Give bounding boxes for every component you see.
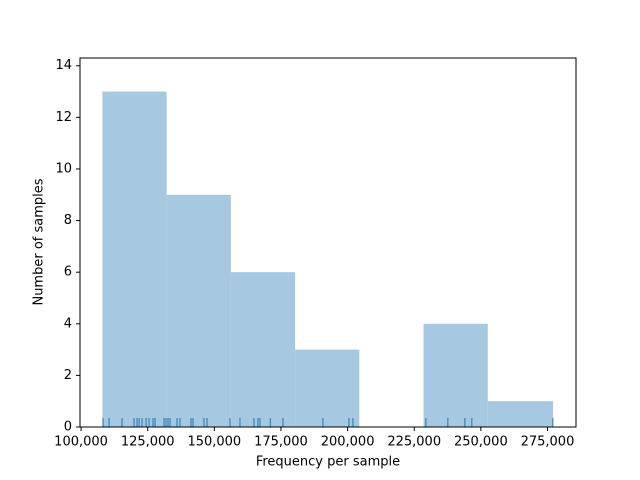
histogram-bar (423, 323, 488, 427)
x-tick-label: 125,000 (121, 435, 175, 450)
histogram-bar (230, 272, 296, 427)
histogram-bar (166, 194, 231, 427)
y-tick-label: 14 (55, 58, 72, 73)
x-tick-label: 225,000 (387, 435, 441, 450)
y-tick-label: 2 (64, 368, 72, 383)
x-tick-label: 150,000 (187, 435, 241, 450)
histogram-bar (487, 401, 554, 427)
y-tick-label: 10 (55, 161, 72, 176)
x-tick-label: 100,000 (54, 435, 108, 450)
histogram-bar (295, 349, 360, 427)
y-tick-label: 12 (55, 110, 72, 125)
y-tick-label: 8 (64, 213, 72, 228)
histogram-bar (102, 91, 167, 427)
y-axis-label: Number of samples (32, 178, 47, 305)
x-tick-label: 200,000 (321, 435, 375, 450)
y-tick-label: 4 (64, 316, 72, 331)
x-axis-label: Frequency per sample (256, 455, 400, 470)
x-tick-label: 250,000 (454, 435, 508, 450)
x-tick-label: 175,000 (254, 435, 308, 450)
y-tick-label: 6 (64, 265, 72, 280)
x-tick-label: 275,000 (521, 435, 575, 450)
plot-frame (79, 57, 577, 428)
y-tick-label: 0 (64, 420, 72, 435)
